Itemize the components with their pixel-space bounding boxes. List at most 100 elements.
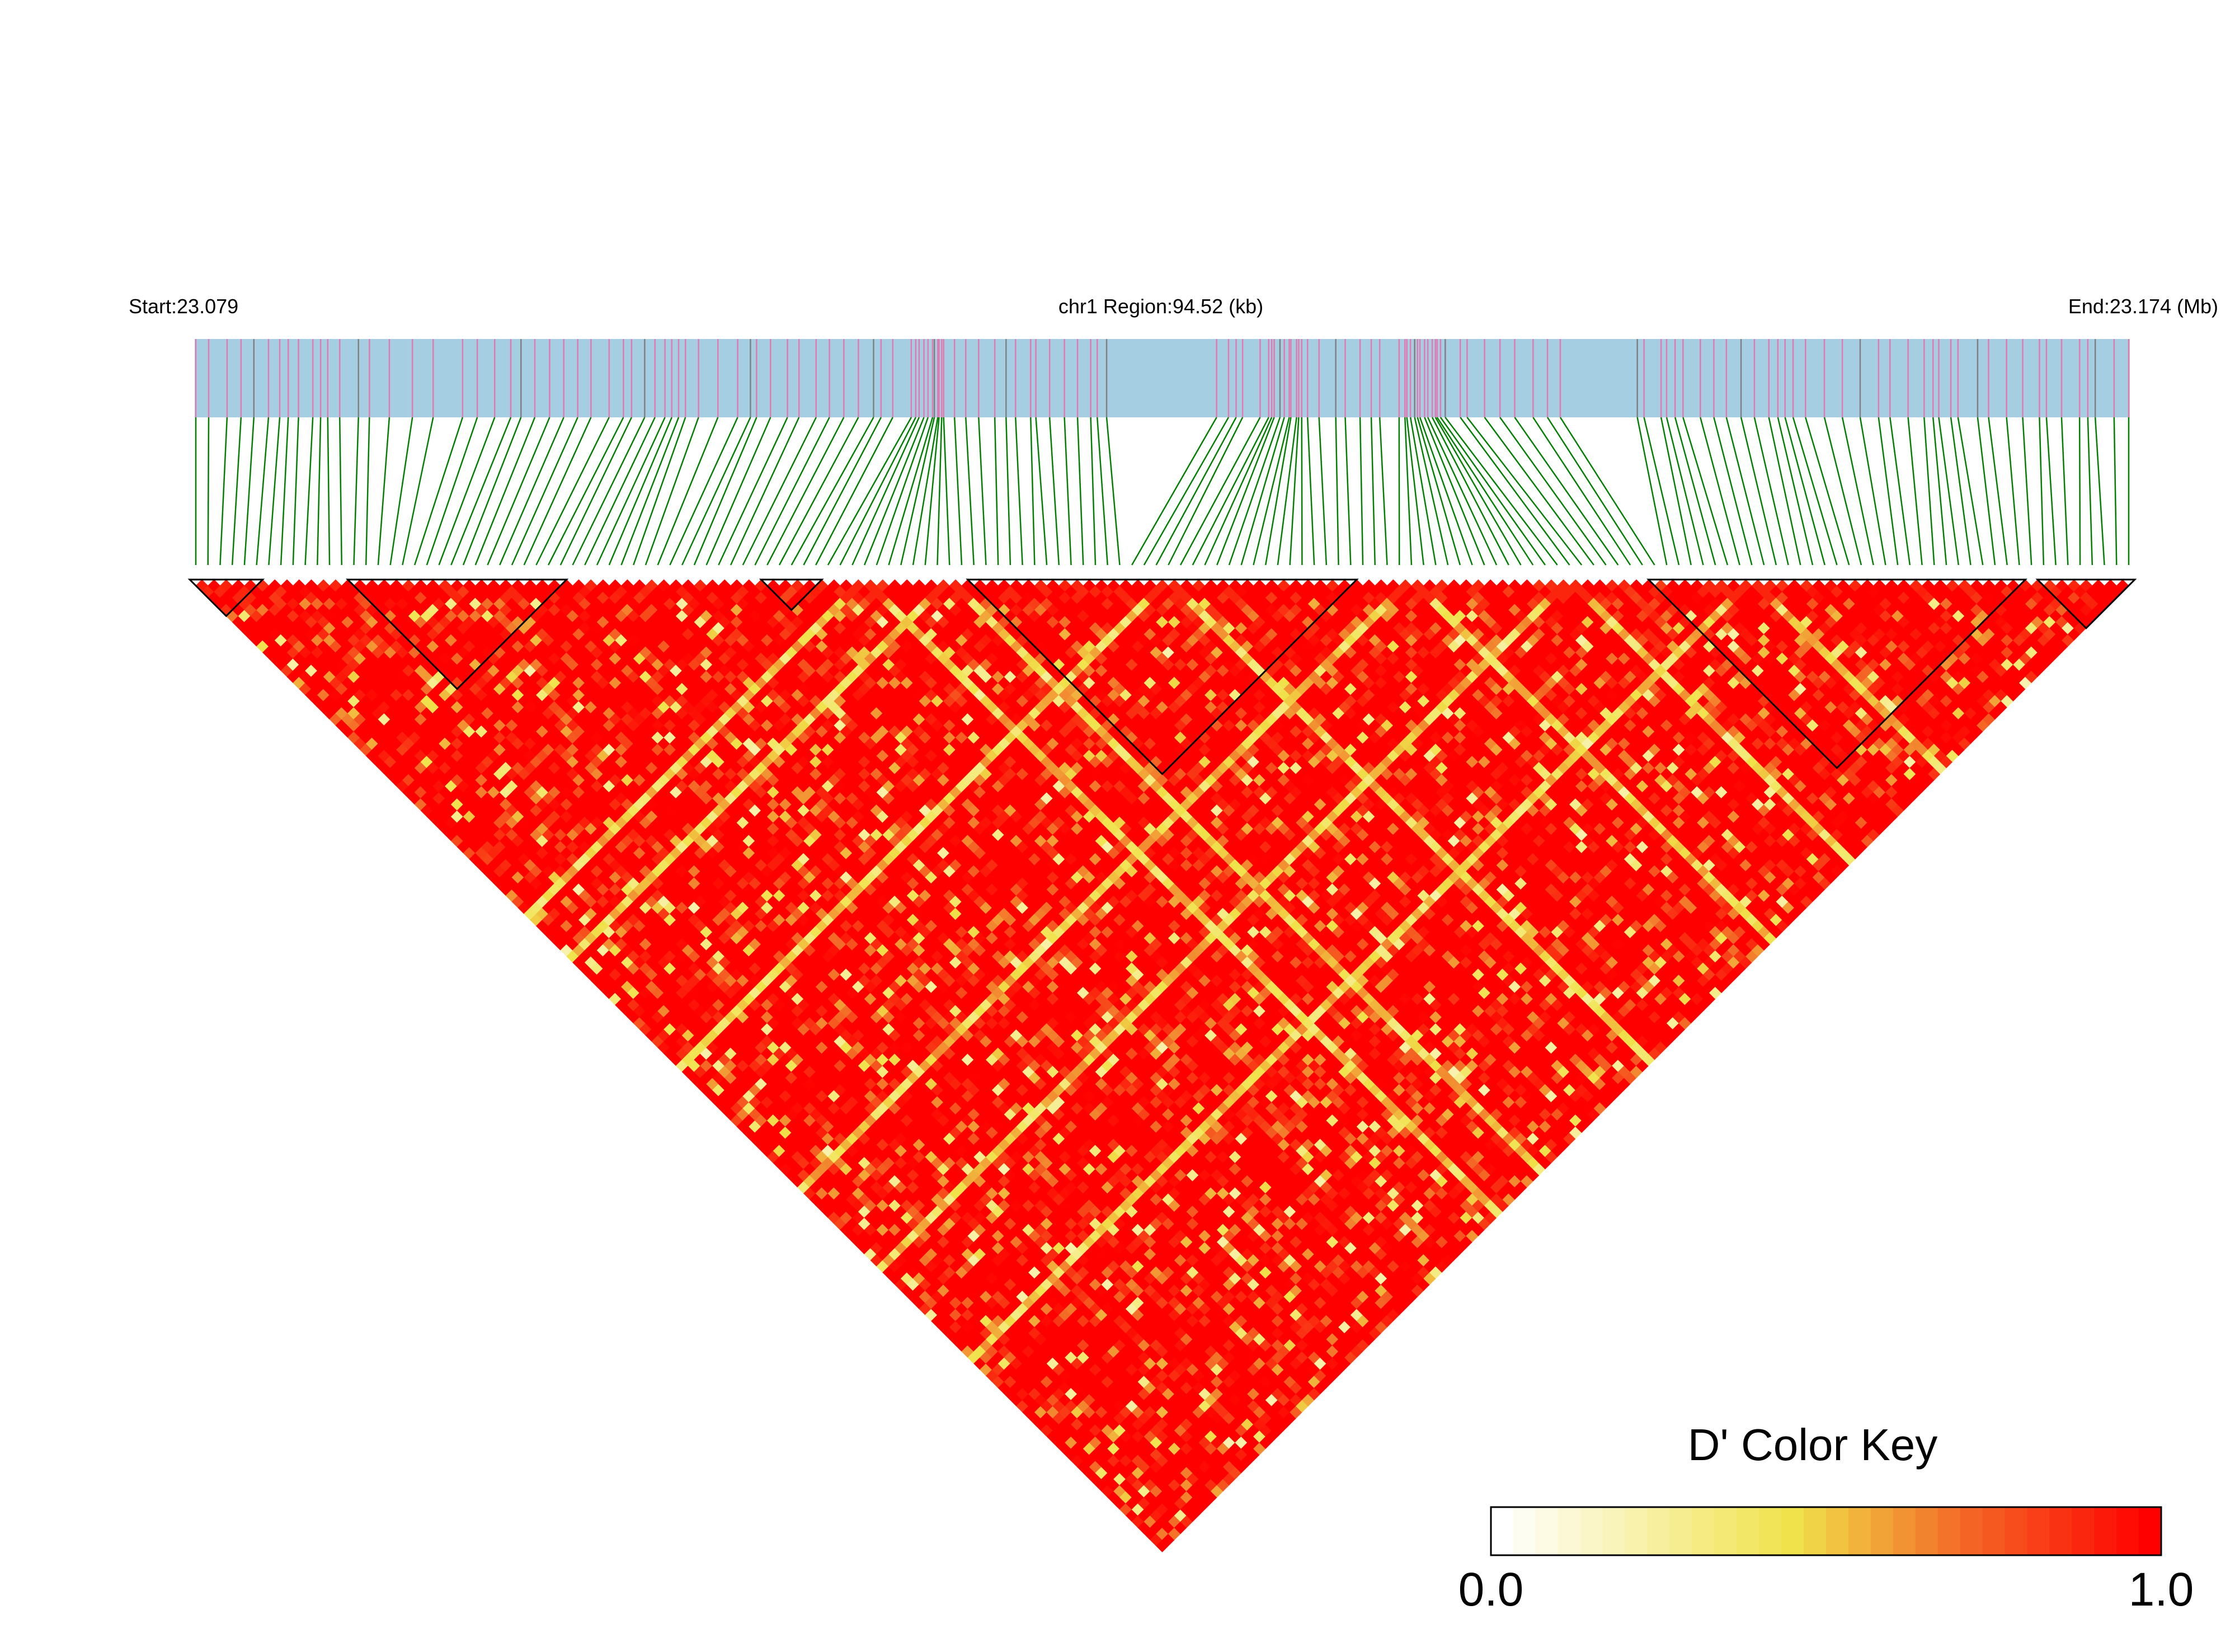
region-title-label: chr1 Region:94.52 (kb) <box>1058 295 1263 318</box>
snp-connector-line <box>499 417 564 566</box>
snp-connector-line <box>633 417 686 566</box>
snp-connector-line <box>1048 417 1060 566</box>
snp-connector-line <box>912 417 939 566</box>
snp-connector-line <box>705 417 771 566</box>
snp-connector-line <box>1823 417 1862 566</box>
snp-connector-line <box>2087 417 2093 566</box>
snp-connector-line <box>268 417 281 566</box>
snp-connector-line <box>474 417 536 566</box>
snp-connector-line <box>851 417 920 566</box>
snp-connector-line <box>1859 417 1886 566</box>
snp-connector-line <box>1932 417 1947 566</box>
snp-connector-line <box>1168 417 1244 566</box>
snp-connector-line <box>1253 417 1290 566</box>
snp-connector-line <box>791 417 874 566</box>
snp-connector-line <box>1409 417 1437 566</box>
snp-connector-line <box>1950 417 1971 566</box>
snp-connector-line <box>1805 417 1850 566</box>
snp-connector-line <box>1143 417 1230 566</box>
snp-connector-line <box>1216 417 1275 566</box>
snp-connector-line <box>876 417 929 566</box>
snp-connector-line <box>1768 417 1801 566</box>
snp-connector-line <box>1424 417 1485 566</box>
snp-connector-line <box>1434 417 1522 566</box>
snp-connector-line <box>778 417 859 566</box>
snp-connector-line <box>596 417 666 566</box>
snp-connector-line <box>1878 417 1899 566</box>
snp-connector-line <box>256 417 270 566</box>
snp-connector-line <box>1665 417 1704 566</box>
snp-connector-line <box>219 417 228 566</box>
snp-connector-line <box>1559 417 1655 566</box>
snp-connector-line <box>1436 417 1534 566</box>
snp-connector-line <box>231 417 242 566</box>
snp-connector-line <box>953 417 963 566</box>
snp-connector-line <box>803 417 882 566</box>
snp-connector-line <box>1427 417 1498 566</box>
snp-connector-line <box>937 417 943 566</box>
snp-connector-line <box>693 417 757 566</box>
snp-connector-line <box>1318 417 1328 566</box>
snp-connector-line <box>1228 417 1281 566</box>
snp-connector-line <box>292 417 299 566</box>
snp-connector-line <box>1643 417 1680 566</box>
snp-connector-line <box>1131 417 1217 566</box>
snp-connector-line <box>1499 417 1607 566</box>
snp-connector-line <box>1674 417 1716 566</box>
snp-connector-line <box>754 417 830 566</box>
snp-connector-line <box>548 417 624 566</box>
snp-connector-line <box>1090 417 1097 566</box>
snp-connector-line <box>681 417 751 566</box>
snp-connector-line <box>1378 417 1388 566</box>
snp-connector-line <box>1957 417 1984 566</box>
snp-connector-line <box>1414 417 1449 566</box>
snp-connector-line <box>1076 417 1084 566</box>
snp-connector-line <box>1784 417 1825 566</box>
snp-connector-line <box>487 417 550 566</box>
snp-connector-line <box>2039 417 2045 566</box>
snp-connector-line <box>1444 417 1558 566</box>
snp-connector-line <box>1035 417 1048 566</box>
snp-connector-line <box>1439 417 1546 566</box>
snp-connector-line <box>1938 417 1960 566</box>
snp-connector-line <box>1547 417 1643 566</box>
snp-connector-line <box>1105 417 1121 566</box>
snp-connector-line <box>657 417 719 566</box>
region-start-label: Start:23.079 <box>129 295 238 318</box>
snp-connector-line <box>1792 417 1838 566</box>
snp-connector-line <box>1370 417 1376 566</box>
snp-connector-line <box>377 417 390 566</box>
snp-connector-line <box>2006 417 2020 566</box>
snp-connector-line <box>1240 417 1285 566</box>
snp-connector-line <box>1064 417 1072 566</box>
snp-connector-line <box>1155 417 1237 566</box>
snp-connector-line <box>413 417 464 566</box>
snp-connector-line <box>1988 417 2008 566</box>
snp-connector-line <box>1289 417 1300 566</box>
snp-connector-line <box>1977 417 1996 566</box>
snp-connector-line <box>559 417 633 566</box>
snp-connector-line <box>1532 417 1631 566</box>
snp-connector-line <box>389 417 413 566</box>
snp-connector-line <box>742 417 817 566</box>
track-background <box>195 339 2130 417</box>
snp-connector-line <box>2022 417 2032 566</box>
ld-matrix-cells <box>195 579 2129 1552</box>
snp-connector-line <box>365 417 370 566</box>
snp-connector-line <box>2045 417 2057 566</box>
snp-connector-line <box>1907 417 1923 566</box>
snp-connector-line <box>338 417 343 566</box>
snp-connector-line <box>994 417 999 566</box>
snp-connector-line <box>426 417 478 566</box>
snp-connector-line <box>644 417 699 566</box>
snp-connector-line <box>1417 417 1461 566</box>
snp-connector-line <box>965 417 975 566</box>
snp-connector-line <box>1192 417 1269 566</box>
snp-connector-line <box>766 417 845 566</box>
snp-connector-line <box>243 417 255 566</box>
snp-connector-line <box>317 417 322 566</box>
snp-connector-line <box>1030 417 1036 566</box>
snp-connector-line <box>1306 417 1315 566</box>
snp-connector-line <box>1740 417 1777 566</box>
